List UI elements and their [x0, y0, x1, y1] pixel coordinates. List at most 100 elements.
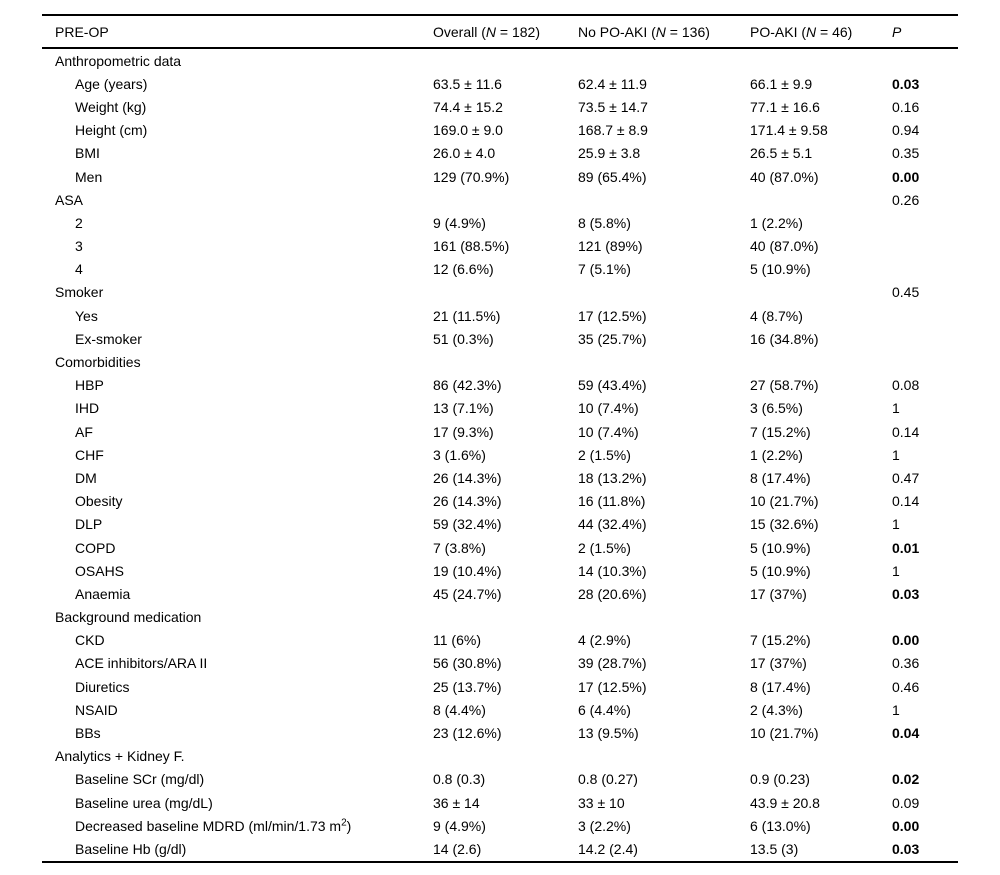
cell-po-aki: 7 (15.2%) [750, 632, 811, 649]
row-label: NSAID [75, 701, 118, 718]
cell-overall: 0.8 (0.3) [433, 771, 486, 788]
table-body: Anthropometric data Age (years) 63.5 ± 11.… [42, 48, 958, 862]
column-header-preop: PRE-OP [42, 15, 433, 49]
row-label: Anthropometric data [55, 52, 182, 69]
cell-p-value: 0.09 [892, 794, 920, 811]
cell-po-aki: 8 (17.4%) [750, 678, 811, 695]
row-label: Ex-smoker [75, 330, 142, 347]
cell-no-po-aki: 13 (9.5%) [578, 725, 639, 742]
row-label: Weight (kg) [75, 98, 147, 115]
row-label: 2 [75, 214, 83, 231]
section-row: ASA 0.26 [42, 188, 958, 211]
cell-p-value: 1 [892, 446, 900, 463]
cell-po-aki: 17 (37%) [750, 655, 807, 672]
cell-no-po-aki: 7 (5.1%) [578, 261, 631, 278]
cell-overall: 26 (14.3%) [433, 493, 502, 510]
table-row: Diuretics 25 (13.7%) 17 (12.5%) 8 (17.4%) 0.… [42, 675, 958, 698]
section-row: Anthropometric data [42, 48, 958, 72]
column-header-no-po-aki: No PO-AKI (N = 136) [578, 15, 750, 49]
cell-overall: 9 (4.9%) [433, 817, 486, 834]
cell-overall: 169.0 ± 9.0 [433, 122, 503, 139]
section-row: Background medication [42, 606, 958, 629]
cell-po-aki [750, 281, 892, 304]
cell-no-po-aki [578, 745, 750, 768]
column-header-p-value: P [892, 15, 958, 49]
cell-po-aki: 0.9 (0.23) [750, 771, 810, 788]
header-row: PRE-OP Overall (N = 182) No PO-AKI (N = … [42, 15, 958, 49]
cell-overall: 86 (42.3%) [433, 377, 502, 394]
cell-overall [433, 350, 578, 373]
cell-po-aki [750, 350, 892, 373]
row-label: IHD [75, 400, 100, 417]
cell-no-po-aki: 18 (13.2%) [578, 469, 647, 486]
cell-overall: 3 (1.6%) [433, 446, 486, 463]
cell-po-aki: 5 (10.9%) [750, 261, 811, 278]
table-row: Age (years) 63.5 ± 11.6 62.4 ± 11.9 66.1 ± … [42, 72, 958, 95]
row-label: CHF [75, 446, 104, 463]
cell-po-aki: 26.5 ± 5.1 [750, 145, 813, 162]
cell-overall: 59 (32.4%) [433, 516, 502, 533]
table-row: Ex-smoker 51 (0.3%) 35 (25.7%) 16 (34.8%) [42, 327, 958, 350]
row-label: Yes [75, 307, 98, 324]
table-row: DM 26 (14.3%) 18 (13.2%) 8 (17.4%) 0.47 [42, 466, 958, 489]
table-row: Anaemia 45 (24.7%) 28 (20.6%) 17 (37%) 0.03 [42, 582, 958, 605]
cell-no-po-aki: 17 (12.5%) [578, 678, 647, 695]
cell-overall: 19 (10.4%) [433, 562, 502, 579]
cell-p-value: 1 [892, 400, 900, 417]
section-row: Comorbidities [42, 350, 958, 373]
cell-po-aki: 15 (32.6%) [750, 516, 819, 533]
table-row: Baseline Hb (g/dl) 14 (2.6) 14.2 (2.4) 13.5… [42, 837, 958, 861]
cell-no-po-aki: 2 (1.5%) [578, 539, 631, 556]
cell-no-po-aki: 39 (28.7%) [578, 655, 647, 672]
row-label: DM [75, 469, 97, 486]
row-label: Baseline urea (mg/dL) [75, 794, 213, 811]
table-row: OSAHS 19 (10.4%) 14 (10.3%) 5 (10.9%) 1 [42, 559, 958, 582]
row-label: ACE inhibitors/ARA II [75, 655, 208, 672]
cell-p-value: 0.14 [892, 423, 920, 440]
cell-overall: 9 (4.9%) [433, 214, 486, 231]
section-row: Analytics + Kidney F. [42, 745, 958, 768]
cell-overall [433, 281, 578, 304]
table-row: ACE inhibitors/ARA II 56 (30.8%) 39 (28.7%… [42, 652, 958, 675]
cell-no-po-aki: 44 (32.4%) [578, 516, 647, 533]
cell-p-value: 0.14 [892, 493, 920, 510]
cell-no-po-aki: 8 (5.8%) [578, 214, 631, 231]
cell-po-aki: 43.9 ± 20.8 [750, 794, 820, 811]
cell-no-po-aki: 89 (65.4%) [578, 168, 647, 185]
cell-p-value [892, 211, 958, 234]
cell-no-po-aki: 16 (11.8%) [578, 493, 646, 510]
cell-po-aki: 40 (87.0%) [750, 168, 819, 185]
row-label: BMI [75, 145, 100, 162]
table-row: COPD 7 (3.8%) 2 (1.5%) 5 (10.9%) 0.01 [42, 536, 958, 559]
table-row: NSAID 8 (4.4%) 6 (4.4%) 2 (4.3%) 1 [42, 698, 958, 721]
cell-p-value: 0.45 [892, 284, 920, 301]
cell-po-aki: 8 (17.4%) [750, 469, 811, 486]
cell-no-po-aki: 168.7 ± 8.9 [578, 122, 648, 139]
cell-overall: 161 (88.5%) [433, 238, 510, 255]
cell-no-po-aki [578, 281, 750, 304]
cell-overall: 13 (7.1%) [433, 400, 494, 417]
row-label: DLP [75, 516, 103, 533]
preop-characteristics-table: PRE-OP Overall (N = 182) No PO-AKI (N = … [42, 14, 958, 863]
row-label: Comorbidities [55, 354, 141, 371]
cell-p-value [892, 350, 958, 373]
column-header-overall: Overall (N = 182) [433, 15, 578, 49]
cell-p-value: 0.03 [892, 585, 920, 602]
table-row: AF 17 (9.3%) 10 (7.4%) 7 (15.2%) 0.14 [42, 420, 958, 443]
row-label: Height (cm) [75, 122, 148, 139]
cell-overall: 25 (13.7%) [433, 678, 502, 695]
row-label: 4 [75, 261, 83, 278]
cell-po-aki: 10 (21.7%) [750, 725, 819, 742]
table-row: Weight (kg) 74.4 ± 15.2 73.5 ± 14.7 77.1 ± … [42, 95, 958, 118]
cell-po-aki: 3 (6.5%) [750, 400, 803, 417]
cell-p-value [892, 304, 958, 327]
cell-p-value: 0.02 [892, 771, 920, 788]
cell-no-po-aki [578, 48, 750, 72]
cell-overall: 56 (30.8%) [433, 655, 502, 672]
cell-overall: 21 (11.5%) [433, 307, 501, 324]
section-row: Smoker 0.45 [42, 281, 958, 304]
cell-po-aki: 10 (21.7%) [750, 493, 819, 510]
table-row: Baseline SCr (mg/dl) 0.8 (0.3) 0.8 (0.27) 0… [42, 768, 958, 791]
table-row: CHF 3 (1.6%) 2 (1.5%) 1 (2.2%) 1 [42, 443, 958, 466]
row-label: COPD [75, 539, 116, 556]
